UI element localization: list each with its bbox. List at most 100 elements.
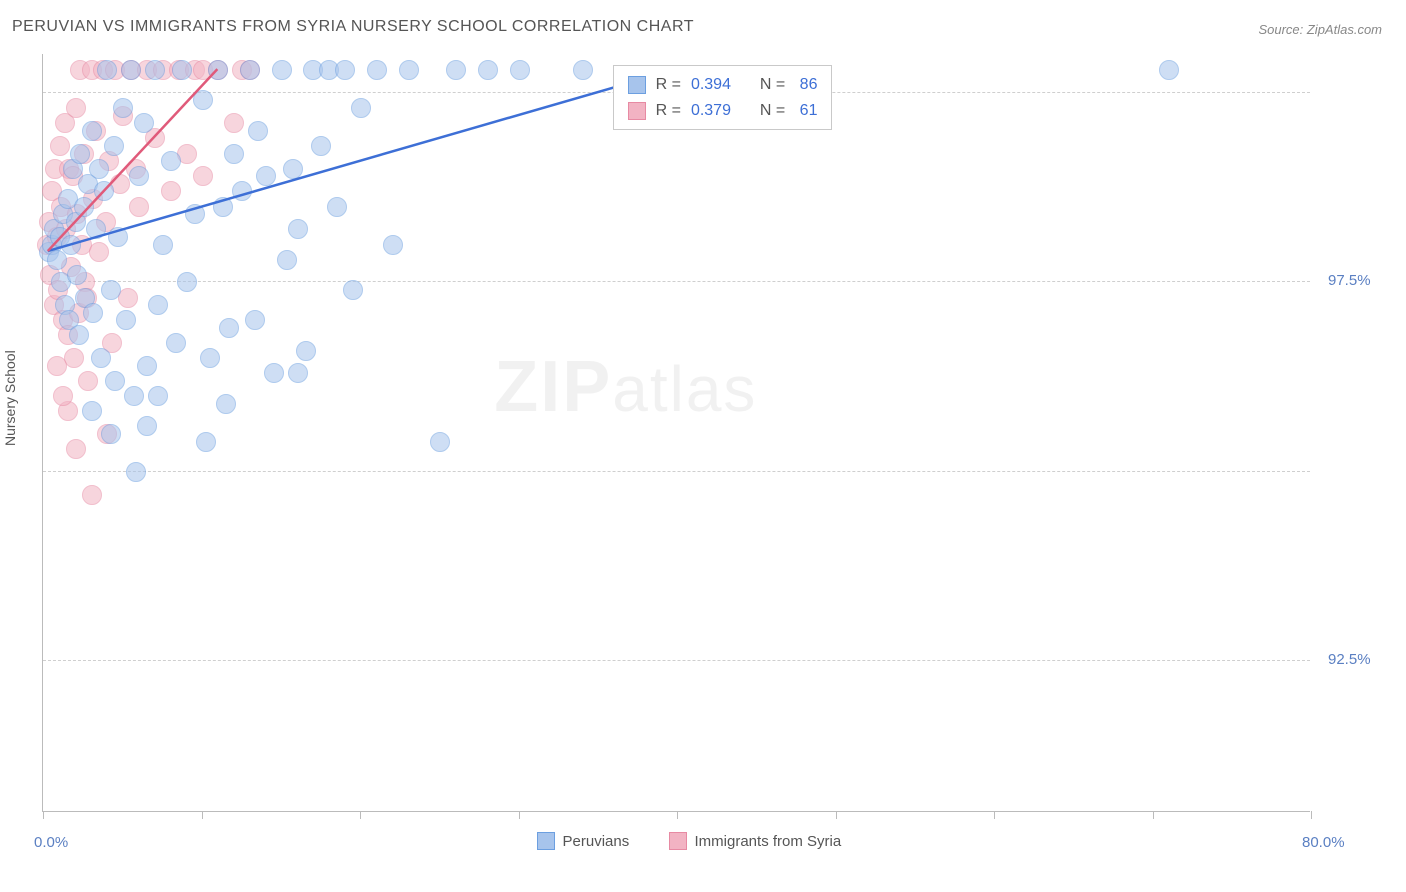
scatter-point [118, 288, 138, 308]
scatter-point [70, 144, 90, 164]
x-tick [677, 811, 678, 819]
scatter-point [1159, 60, 1179, 80]
scatter-point [134, 113, 154, 133]
scatter-point [86, 219, 106, 239]
scatter-point [69, 325, 89, 345]
y-tick-label: 97.5% [1328, 272, 1371, 289]
scatter-point [264, 363, 284, 383]
chart-title: PERUVIAN VS IMMIGRANTS FROM SYRIA NURSER… [12, 18, 694, 36]
scatter-point [47, 356, 67, 376]
scatter-point [74, 197, 94, 217]
legend-item: Peruvians [537, 832, 630, 850]
scatter-point [296, 341, 316, 361]
scatter-point [240, 60, 260, 80]
y-tick-label: 92.5% [1328, 651, 1371, 668]
scatter-point [193, 166, 213, 186]
x-tick-label: 0.0% [34, 834, 68, 851]
y-axis-label: Nursery School [2, 350, 18, 446]
chart-container: PERUVIAN VS IMMIGRANTS FROM SYRIA NURSER… [0, 0, 1406, 892]
scatter-point [272, 60, 292, 80]
scatter-point [89, 242, 109, 262]
scatter-point [116, 310, 136, 330]
scatter-point [108, 227, 128, 247]
stats-n-label: N = [760, 98, 785, 124]
gridline [43, 660, 1310, 661]
scatter-point [208, 60, 228, 80]
scatter-point [101, 424, 121, 444]
stats-r-label: R = [656, 72, 681, 98]
scatter-point [283, 159, 303, 179]
x-tick [836, 811, 837, 819]
legend-label: Immigrants from Syria [695, 833, 842, 850]
x-tick [43, 811, 44, 819]
scatter-point [335, 60, 355, 80]
x-tick [519, 811, 520, 819]
legend-label: Peruvians [563, 833, 630, 850]
scatter-point [343, 280, 363, 300]
stats-swatch [628, 76, 646, 94]
scatter-point [94, 181, 114, 201]
scatter-point [137, 416, 157, 436]
x-tick [202, 811, 203, 819]
watermark-bold: ZIP [494, 347, 612, 427]
scatter-point [82, 485, 102, 505]
scatter-point [446, 60, 466, 80]
scatter-point [288, 363, 308, 383]
legend-swatch [669, 832, 687, 850]
x-tick [360, 811, 361, 819]
scatter-point [89, 159, 109, 179]
scatter-point [383, 235, 403, 255]
scatter-point [216, 394, 236, 414]
x-tick [994, 811, 995, 819]
stats-r-label: R = [656, 98, 681, 124]
scatter-point [200, 348, 220, 368]
scatter-point [224, 144, 244, 164]
scatter-point [83, 303, 103, 323]
scatter-point [573, 60, 593, 80]
stats-r-value: 0.379 [691, 98, 731, 124]
scatter-point [82, 121, 102, 141]
scatter-point [153, 235, 173, 255]
scatter-point [126, 462, 146, 482]
scatter-point [510, 60, 530, 80]
scatter-point [66, 439, 86, 459]
scatter-point [277, 250, 297, 270]
scatter-point [166, 333, 186, 353]
scatter-point [124, 386, 144, 406]
scatter-point [193, 90, 213, 110]
scatter-point [129, 197, 149, 217]
scatter-point [104, 136, 124, 156]
scatter-point [288, 219, 308, 239]
scatter-point [172, 60, 192, 80]
scatter-point [248, 121, 268, 141]
source-label: Source: ZipAtlas.com [1258, 22, 1382, 37]
watermark: ZIPatlas [494, 346, 757, 428]
stats-n-label: N = [760, 72, 785, 98]
scatter-point [196, 432, 216, 452]
x-tick [1311, 811, 1312, 819]
plot-area: ZIPatlas [42, 54, 1310, 812]
scatter-point [256, 166, 276, 186]
scatter-point [177, 272, 197, 292]
scatter-point [121, 60, 141, 80]
watermark-rest: atlas [612, 353, 757, 425]
scatter-point [367, 60, 387, 80]
scatter-point [148, 386, 168, 406]
scatter-point [82, 401, 102, 421]
gridline [43, 471, 1310, 472]
stats-swatch [628, 102, 646, 120]
scatter-point [478, 60, 498, 80]
stats-box: R =0.394 N = 86R = 0.379 N = 61 [613, 65, 833, 130]
scatter-point [430, 432, 450, 452]
scatter-point [213, 197, 233, 217]
stats-row: R =0.394 N = 86 [628, 72, 818, 98]
stats-n-value: 86 [795, 72, 817, 98]
trend-lines [43, 54, 1311, 812]
scatter-point [245, 310, 265, 330]
scatter-point [148, 295, 168, 315]
stats-n-value: 61 [795, 98, 817, 124]
scatter-point [129, 166, 149, 186]
scatter-point [67, 265, 87, 285]
scatter-point [61, 235, 81, 255]
scatter-point [311, 136, 331, 156]
